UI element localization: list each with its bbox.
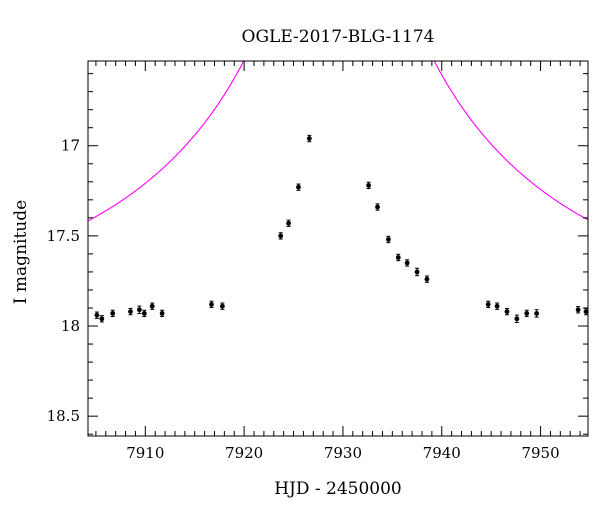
data-point-group bbox=[514, 314, 520, 324]
data-point-group bbox=[286, 219, 291, 227]
data-point-group bbox=[385, 235, 391, 244]
data-point bbox=[159, 311, 165, 316]
y-tick-label: 18.5 bbox=[47, 407, 80, 425]
data-point bbox=[395, 255, 401, 260]
data-point-group bbox=[149, 302, 155, 310]
data-point bbox=[296, 184, 301, 190]
data-point bbox=[94, 312, 100, 318]
data-point-group bbox=[524, 309, 530, 318]
data-point-group bbox=[534, 309, 540, 318]
plot-frame bbox=[87, 60, 589, 437]
data-point-group bbox=[99, 315, 105, 323]
data-point-group bbox=[494, 302, 500, 310]
data-point bbox=[414, 269, 420, 275]
data-point bbox=[575, 307, 581, 313]
data-point-group bbox=[141, 309, 147, 318]
x-tick-label: 7950 bbox=[521, 444, 559, 462]
data-point-group bbox=[485, 300, 491, 309]
data-point-group bbox=[110, 309, 116, 318]
data-point bbox=[306, 136, 312, 141]
data-point bbox=[375, 204, 380, 210]
x-tick-label: 7910 bbox=[126, 444, 164, 462]
x-axis-label: HJD - 2450000 bbox=[274, 479, 402, 499]
model-curve bbox=[88, 61, 588, 222]
data-point-group bbox=[306, 134, 312, 143]
data-point bbox=[110, 311, 116, 316]
data-point bbox=[494, 303, 500, 309]
data-point-group bbox=[504, 307, 510, 316]
data-point-group bbox=[375, 203, 380, 211]
data-point-group bbox=[424, 275, 430, 283]
data-point bbox=[534, 311, 540, 316]
data-point-group bbox=[136, 305, 142, 315]
data-point bbox=[514, 316, 520, 322]
data-point bbox=[583, 309, 589, 315]
data-point-group bbox=[404, 259, 410, 267]
data-point-group bbox=[278, 232, 284, 240]
data-point-group bbox=[94, 311, 100, 319]
data-point bbox=[404, 260, 410, 266]
data-point bbox=[278, 233, 284, 239]
data-point-group bbox=[296, 183, 301, 191]
data-point-group bbox=[414, 267, 420, 277]
data-point bbox=[504, 309, 510, 315]
data-point-group bbox=[159, 309, 165, 318]
x-tick-label: 7930 bbox=[324, 444, 362, 462]
data-point bbox=[209, 301, 214, 307]
y-axis-ticks bbox=[88, 73, 588, 435]
chart-title: OGLE-2017-BLG-1174 bbox=[242, 27, 435, 47]
data-point-group bbox=[128, 307, 133, 316]
x-tick-label: 7940 bbox=[423, 444, 461, 462]
data-point bbox=[219, 303, 225, 309]
data-point bbox=[141, 311, 147, 316]
data-point-group bbox=[366, 181, 372, 190]
y-axis-tick-labels: 17 17.5 18 18.5 bbox=[47, 137, 80, 425]
data-point bbox=[286, 220, 291, 226]
x-axis-tick-labels: 7910 7920 7930 7940 7950 bbox=[126, 444, 559, 462]
y-tick-label: 18 bbox=[61, 317, 80, 335]
data-point-group bbox=[209, 300, 214, 309]
data-point bbox=[149, 303, 155, 309]
data-point-group bbox=[575, 306, 581, 314]
data-point bbox=[128, 309, 133, 315]
y-tick-label: 17.5 bbox=[47, 227, 80, 245]
x-tick-label: 7920 bbox=[225, 444, 263, 462]
data-point-group bbox=[395, 253, 401, 262]
data-point bbox=[136, 307, 142, 313]
plot-area bbox=[88, 61, 589, 324]
data-point bbox=[366, 182, 372, 188]
data-point bbox=[524, 311, 530, 316]
data-point-group bbox=[219, 302, 225, 310]
data-point bbox=[385, 237, 391, 242]
data-point bbox=[99, 316, 105, 322]
x-axis-ticks bbox=[95, 61, 581, 436]
y-tick-label: 17 bbox=[61, 137, 80, 155]
data-point bbox=[424, 276, 430, 282]
data-point bbox=[485, 301, 491, 307]
y-axis-label: I magnitude bbox=[11, 200, 31, 304]
